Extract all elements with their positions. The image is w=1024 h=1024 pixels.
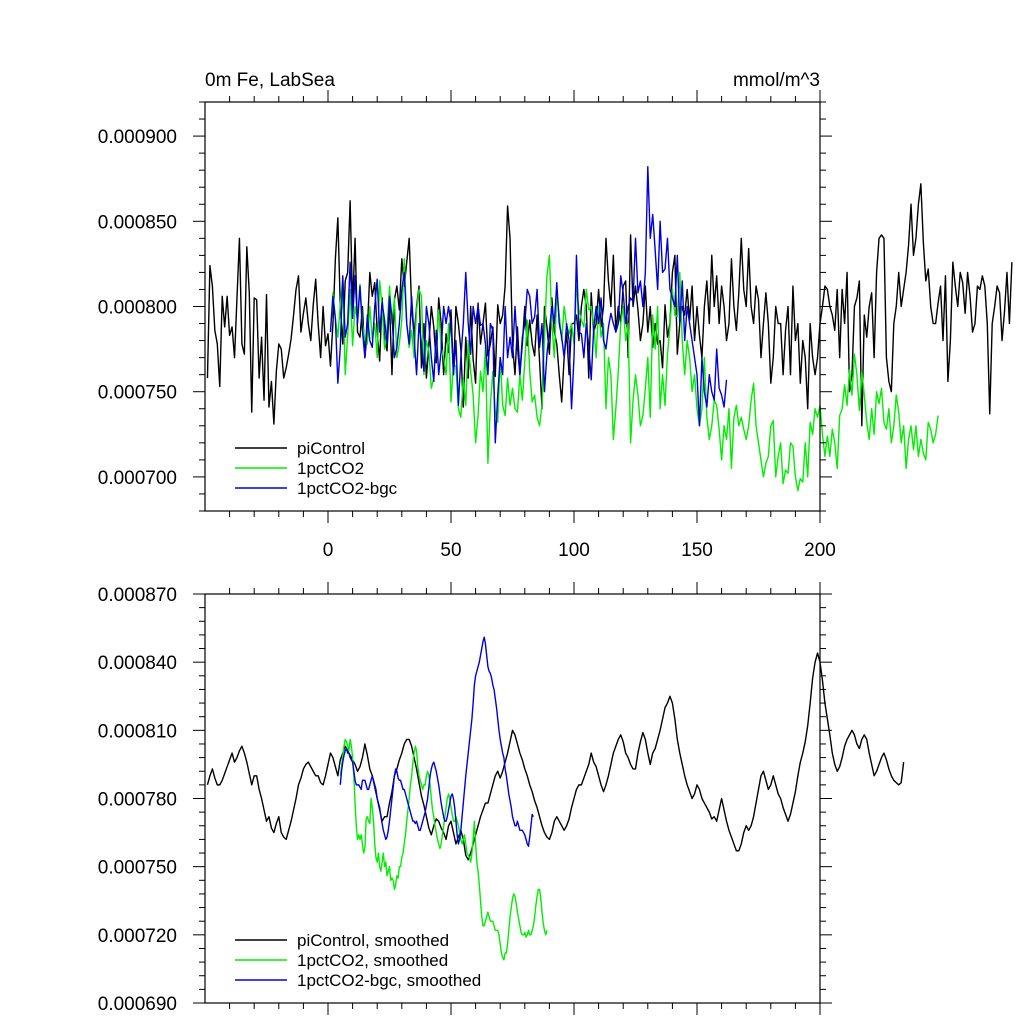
top-panel-raw: 0m Fe, LabSea mmol/m^3 0 50 100 150 200 0.000… [98, 70, 1013, 561]
top-series-1pctco2-bgc [329, 166, 728, 444]
top-legend-label: 1pctCO2-bgc [297, 479, 398, 498]
top-series-1pctco2 [329, 254, 939, 492]
top-ytick-label: 0.000900 [98, 127, 177, 148]
top-ytick-label: 0.000750 [98, 383, 177, 404]
top-xtick-label: 200 [804, 540, 836, 561]
top-ytick-label: 0.000700 [98, 468, 177, 489]
bottom-legend-label: piControl, smoothed [297, 931, 449, 950]
bottom-ytick-label: 0.000720 [98, 926, 177, 947]
bottom-series-1pctco2 [339, 738, 548, 961]
top-xtick-label: 150 [681, 540, 713, 561]
bottom-ytick-label: 0.000840 [98, 653, 177, 674]
bottom-series-picontrol [206, 652, 905, 861]
top-xtick-label: 50 [440, 540, 461, 561]
bottom-ytick-label: 0.000690 [98, 994, 177, 1015]
bottom-panel-smoothed: 0.000690 0.000720 0.000750 0.000780 0.000810… [98, 582, 905, 1015]
bottom-series-1pctco2-bgc [339, 636, 535, 847]
chart-title-left: 0m Fe, LabSea [205, 70, 335, 91]
top-legend-label: 1pctCO2 [297, 459, 364, 478]
bottom-ytick-label: 0.000780 [98, 790, 177, 811]
top-xtick-label: 100 [558, 540, 590, 561]
chart-title-right-units: mmol/m^3 [733, 70, 820, 91]
top-ytick-label: 0.000850 [98, 212, 177, 233]
bottom-ytick-label: 0.000810 [98, 721, 177, 742]
bottom-legend-label: 1pctCO2, smoothed [297, 951, 448, 970]
top-xtick-label: 0 [323, 540, 334, 561]
bottom-legend-label: 1pctCO2-bgc, smoothed [297, 971, 481, 990]
top-series-picontrol [206, 183, 1013, 427]
bottom-ytick-label: 0.000870 [98, 585, 177, 606]
top-ytick-label: 0.000800 [98, 298, 177, 319]
bottom-ytick-label: 0.000750 [98, 858, 177, 879]
top-legend-label: piControl [297, 439, 365, 458]
